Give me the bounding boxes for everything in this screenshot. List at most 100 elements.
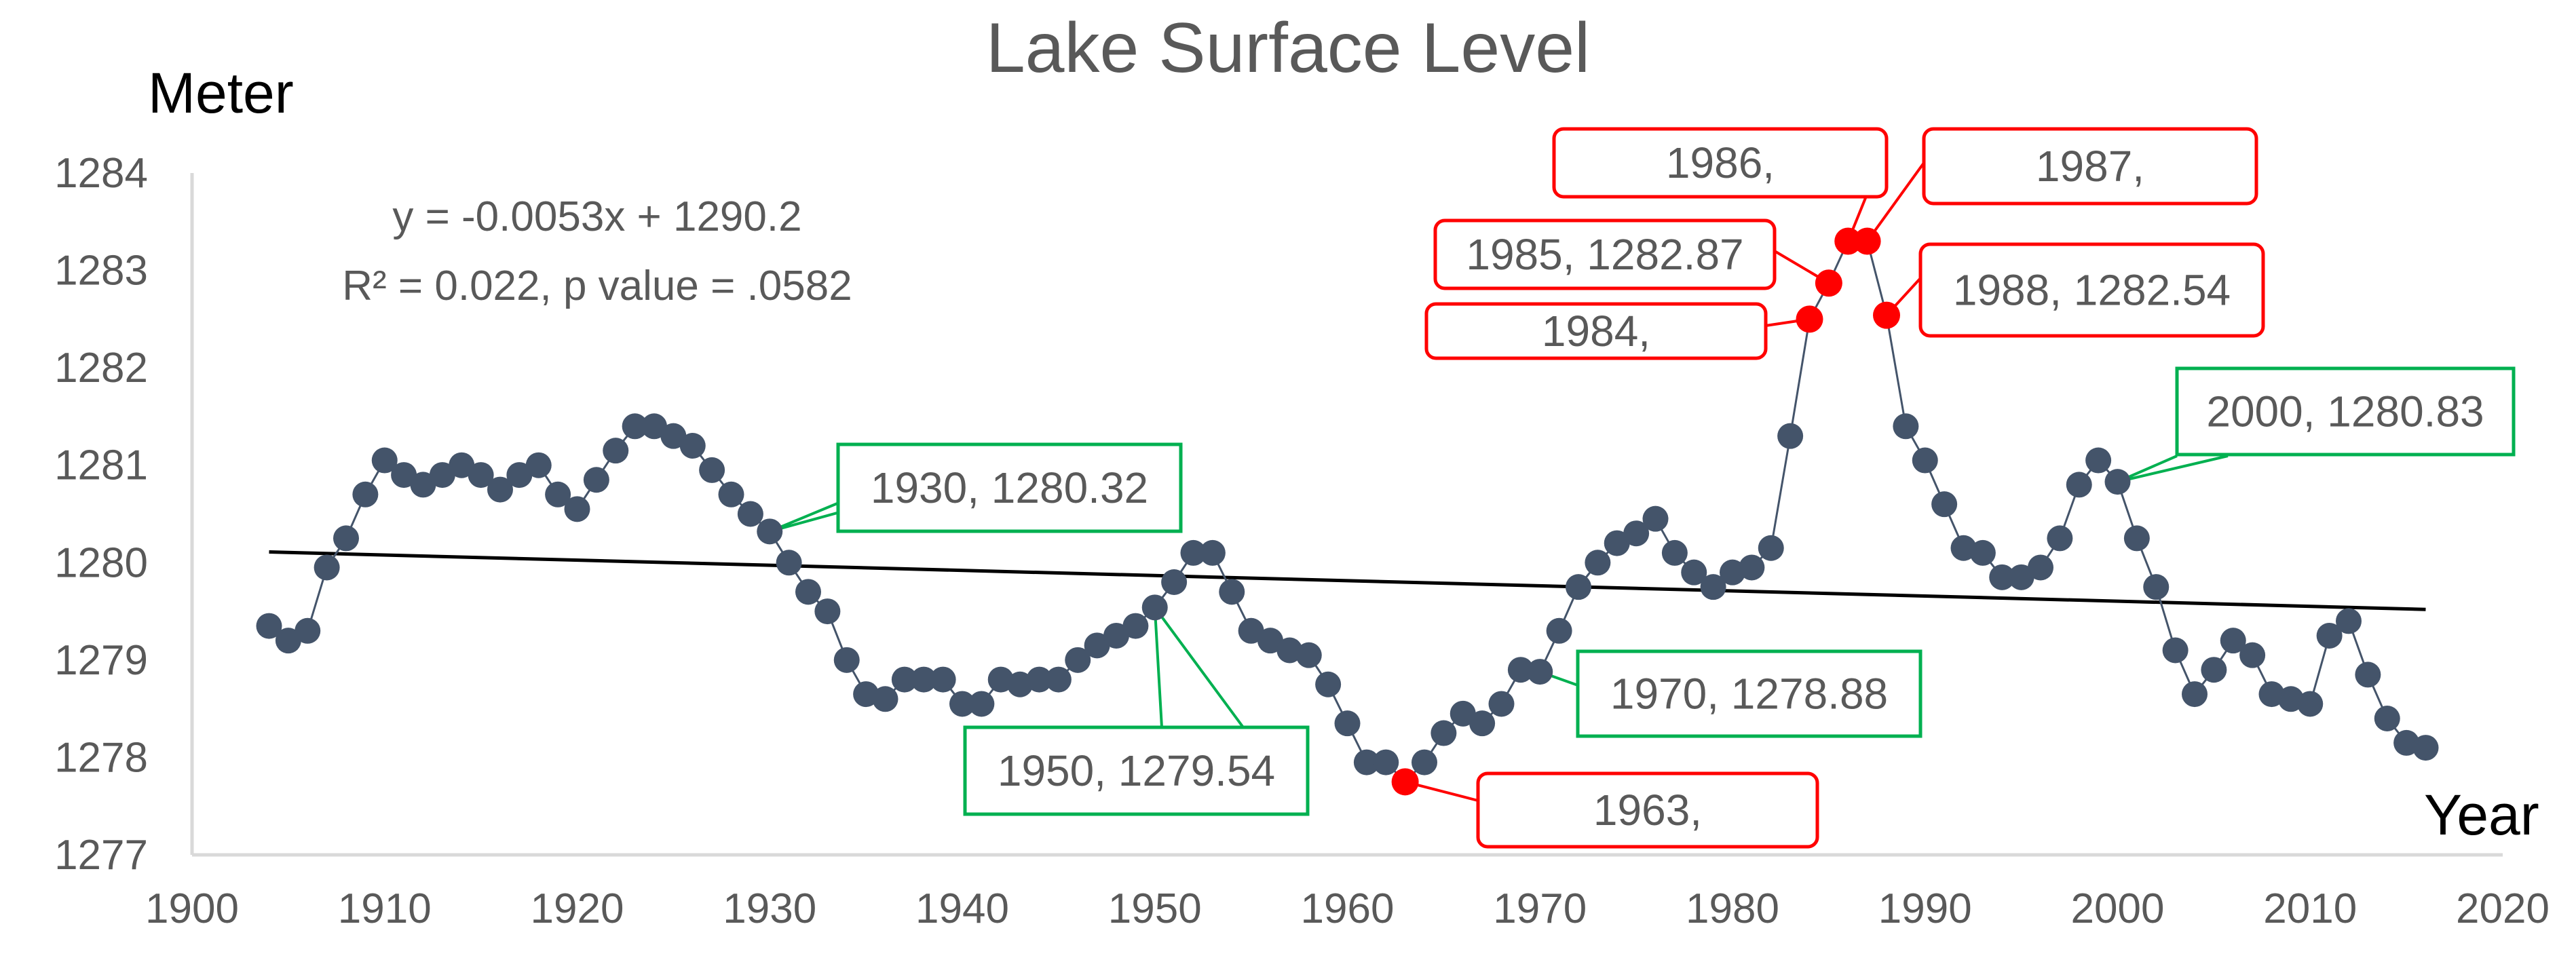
- data-point: [1295, 642, 1322, 668]
- data-point: [872, 686, 898, 712]
- red-callout-box: [1476, 771, 1819, 849]
- data-point: [506, 462, 533, 488]
- data-point: [1700, 574, 1726, 600]
- data-point: [525, 452, 552, 478]
- data-point: [660, 423, 687, 449]
- data-point: [1527, 659, 1553, 685]
- data-point: [1604, 530, 1630, 556]
- data-point: [2047, 525, 2073, 552]
- data-point: [911, 666, 937, 693]
- highlighted-point: [1873, 301, 1900, 329]
- data-point: [2258, 681, 2285, 708]
- data-point: [1199, 539, 1226, 566]
- x-tick-label: 1910: [338, 885, 432, 932]
- data-point: [1566, 574, 1591, 600]
- data-point: [1161, 569, 1188, 595]
- data-point: [814, 598, 841, 625]
- red-callout-box: [1918, 242, 2265, 338]
- data-point: [1045, 666, 1072, 693]
- highlighted-point: [1834, 227, 1862, 255]
- x-tick-label: 1920: [531, 885, 624, 932]
- x-tick-label: 1960: [1301, 885, 1395, 932]
- green-callout-box: [836, 442, 1183, 533]
- data-point: [256, 613, 282, 639]
- data-point: [1431, 720, 1457, 746]
- data-point: [1450, 700, 1476, 727]
- data-point: [2239, 642, 2266, 668]
- data-point: [429, 462, 455, 488]
- data-point: [487, 476, 513, 503]
- data-point: [2182, 681, 2208, 708]
- data-point: [1180, 539, 1207, 566]
- data-point: [410, 472, 436, 498]
- green-callout-box: [2175, 366, 2516, 457]
- data-point: [1950, 535, 1977, 561]
- x-tick-label: 1980: [1686, 885, 1779, 932]
- data-point: [699, 457, 725, 483]
- data-point: [295, 617, 321, 644]
- x-tick-label: 2000: [2071, 885, 2165, 932]
- data-point: [757, 518, 783, 545]
- y-tick-label: 1283: [54, 248, 148, 294]
- data-point: [545, 481, 571, 507]
- data-point: [1353, 749, 1380, 775]
- red-callout-label: 1986,: [1666, 138, 1775, 187]
- data-point: [1026, 666, 1053, 693]
- data-point: [2316, 622, 2343, 649]
- chart-title: Lake Surface Level: [986, 9, 1590, 88]
- red-callout-leader: [1866, 161, 1925, 242]
- trend-line: [269, 550, 2426, 611]
- data-point: [622, 413, 648, 440]
- green-callout-box: [1576, 649, 1922, 738]
- data-point: [776, 550, 802, 576]
- y-tick-label: 1280: [54, 539, 148, 586]
- data-point: [2085, 447, 2112, 474]
- data-point: [1141, 594, 1168, 621]
- data-point: [2028, 554, 2053, 581]
- data-point: [371, 447, 398, 474]
- data-point: [1315, 671, 1342, 697]
- data-point: [603, 438, 629, 464]
- data-point: [333, 525, 359, 552]
- highlighted-point: [1853, 227, 1881, 255]
- red-callout-box: [1922, 127, 2258, 206]
- red-callout-box: [1552, 127, 1889, 199]
- data-point: [1642, 505, 1669, 532]
- red-callout-box: [1424, 302, 1768, 360]
- y-tick-label: 1282: [54, 345, 148, 391]
- data-point: [2201, 657, 2227, 683]
- x-tick-label: 2020: [2456, 885, 2550, 932]
- data-point: [2355, 662, 2381, 688]
- data-point: [968, 691, 995, 717]
- data-point: [1893, 413, 1919, 440]
- data-point: [2123, 525, 2150, 552]
- axes: 1277 1278 1279 1280 1281 1282 1283 1284 1900 1910…: [54, 150, 2550, 932]
- highlighted-point: [1796, 305, 1823, 333]
- data-point: [352, 481, 379, 507]
- trendline-equation: y = -0.0053x + 1290.2: [392, 193, 801, 240]
- data-point: [1720, 559, 1745, 586]
- green-callout-label: 1970, 1278.88: [1610, 670, 1888, 718]
- red-callout-box: [1433, 218, 1777, 290]
- y-tick-label: 1279: [54, 637, 148, 684]
- data-point: [2297, 691, 2324, 717]
- data-point: [679, 433, 706, 459]
- green-callout-box: [963, 725, 1310, 816]
- data-point: [2104, 469, 2131, 495]
- data-point: [1623, 520, 1650, 547]
- highlighted-point: [1391, 768, 1419, 796]
- data-point: [1334, 710, 1361, 737]
- x-tick-label: 1940: [915, 885, 1009, 932]
- green-callout-label: 2000, 1280.83: [2206, 387, 2484, 436]
- data-point: [1661, 539, 1688, 566]
- data-point: [987, 666, 1014, 693]
- data-point: [2008, 564, 2034, 590]
- data-point: [1238, 617, 1264, 644]
- red-callout-label: 1963,: [1593, 786, 1702, 835]
- data-point: [275, 628, 301, 654]
- red-callout-label: 1984,: [1542, 307, 1650, 356]
- data-point: [1007, 671, 1034, 697]
- data-point: [1989, 564, 2015, 590]
